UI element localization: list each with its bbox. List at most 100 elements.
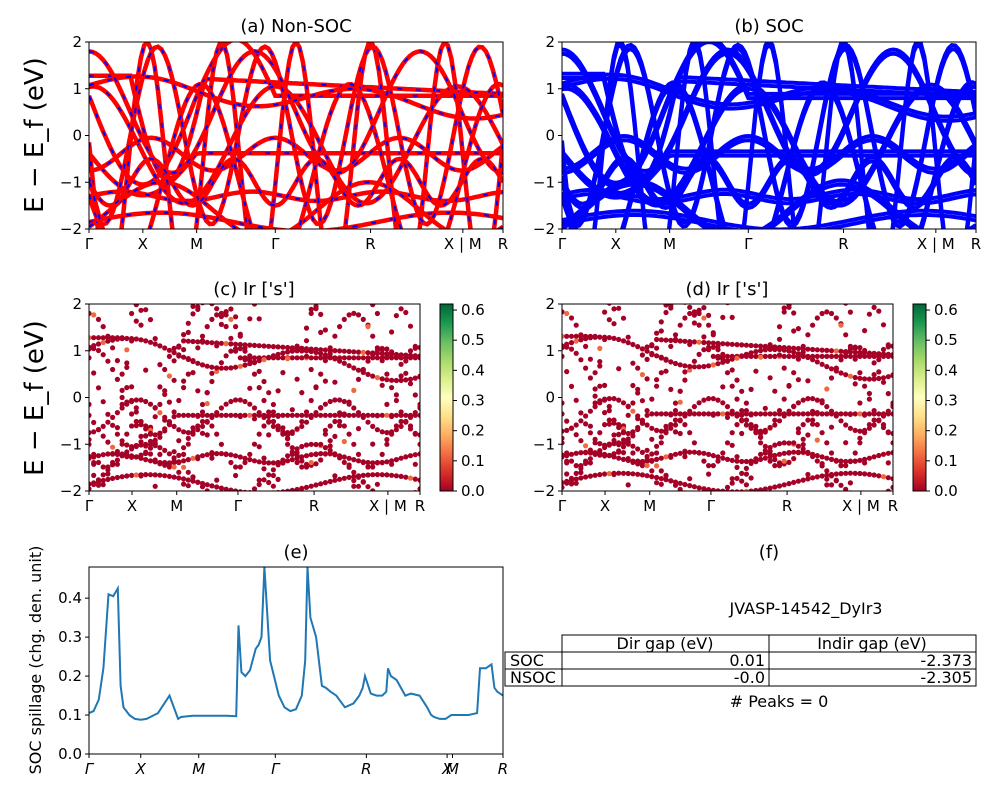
panel-d-dot (663, 423, 669, 429)
panel-d-dot (644, 447, 650, 453)
panel-c-dot (228, 398, 234, 405)
panel-c-dot (275, 413, 281, 419)
panel-c-dot (129, 310, 135, 317)
panel-c-dot (417, 432, 420, 438)
panel-d-dot (743, 422, 750, 428)
panel-d-dot (715, 355, 721, 361)
panel-d-dot (606, 304, 612, 306)
panel-c-dot (185, 483, 191, 489)
panel-d-dot (762, 345, 768, 351)
panel-c-dot (318, 412, 324, 418)
panel-d-dot (762, 429, 768, 435)
band-ylabel-mid: E − E_f (eV) (20, 320, 50, 476)
panel-d-dot (578, 450, 584, 456)
band-b-6 (562, 133, 976, 171)
panel-d-dot (587, 430, 594, 436)
panel-c-dot (289, 407, 295, 413)
panel-d-dot (691, 364, 698, 370)
panel-d-dot (562, 435, 565, 441)
panel-c-dot (223, 412, 229, 418)
panel-d-dot (833, 315, 839, 321)
panel-d-dot (587, 356, 594, 362)
panel-e-frame (88, 566, 504, 755)
panel-c-dot (89, 335, 92, 341)
panel-d-dot (758, 434, 764, 440)
panel-d-dot (649, 474, 655, 480)
panel-d-dot (583, 474, 589, 480)
panel-c-dot (204, 401, 210, 407)
panel-c-dot (346, 363, 352, 369)
panel-c-dot (355, 483, 362, 489)
panel-c-dot (119, 371, 125, 377)
panel-d-dot (663, 430, 669, 436)
panel-d-dot (696, 351, 702, 357)
panel-c-dot (133, 443, 139, 450)
panel-c-dot (247, 457, 253, 463)
panel-c-dot (308, 348, 314, 355)
panel-c-dot (162, 447, 168, 453)
panel-d-xtick-label: Γ (707, 497, 716, 515)
panel-d-dot (658, 434, 664, 440)
panel-c-dot (176, 469, 182, 475)
panel-c-dot (242, 356, 248, 362)
panel-c-dot (337, 476, 343, 482)
panel-d-dot (739, 478, 745, 484)
panel-c-dot (337, 348, 343, 354)
panel-d-dot (786, 408, 792, 414)
panel-c-dot (195, 456, 201, 462)
panel-d-dot (644, 356, 650, 362)
panel-d-dot (734, 422, 740, 428)
panel-c-dot (251, 405, 258, 411)
panel-d-dot (776, 346, 783, 353)
panel-d-dot (843, 463, 849, 469)
panel-c-dot (285, 432, 291, 438)
panel-d-dot (762, 486, 768, 491)
panel-d-ytick-label: −1 (533, 435, 555, 453)
panel-c-dot (374, 481, 380, 487)
panel-c-dot (162, 459, 168, 466)
panel-d-dot (795, 478, 802, 484)
panel-c-dot (289, 355, 295, 361)
panel-d-dot (715, 458, 721, 464)
panel-c-dot (327, 438, 333, 444)
panel-c-dot (407, 475, 414, 481)
panel-c-dot (95, 427, 102, 433)
panel-c-dot (233, 412, 239, 418)
panel-d-dot (734, 377, 740, 383)
panel-d-dot (616, 397, 622, 403)
panel-d-dot (885, 488, 891, 491)
panel-c-dot (218, 451, 224, 457)
panel-d-dot (701, 450, 707, 456)
panel-c-dot (365, 472, 371, 478)
panel-d-dot (701, 339, 707, 346)
panel-b-xtick-label: Γ (744, 235, 753, 253)
panel-d-dot (772, 463, 778, 469)
panel-c-dot (195, 423, 201, 429)
panel-c-dot (185, 435, 191, 441)
panel-d-dot (862, 353, 868, 359)
panel-c-dot (303, 338, 310, 344)
panel-c-dot (294, 459, 300, 466)
panel-e-xtick-label: R (498, 760, 508, 778)
panel-d-dot (677, 338, 683, 344)
panel-d-dot (857, 400, 863, 406)
panel-c-dot (403, 418, 409, 425)
panel-c-dot (110, 414, 116, 420)
panel-d-dot (852, 349, 858, 355)
panel-c-dot (289, 457, 295, 463)
band-b-split-11 (562, 84, 976, 229)
panel-c-dot (91, 419, 97, 426)
panel-d-dot (635, 390, 641, 396)
panel-c-dot (261, 397, 267, 404)
panel-d-dot (852, 411, 858, 417)
panel-c-dot (299, 464, 305, 470)
panel-d-dot (739, 458, 745, 465)
panel-d-dot (668, 337, 674, 343)
panel-d-dot (866, 425, 873, 431)
panel-d-dot (800, 436, 806, 442)
panel-d-dot (814, 453, 820, 459)
panel-d-dot (876, 375, 882, 382)
panel-c-dot (327, 412, 333, 418)
panel-c-dot (370, 464, 376, 470)
panel-c-dot (105, 439, 111, 445)
